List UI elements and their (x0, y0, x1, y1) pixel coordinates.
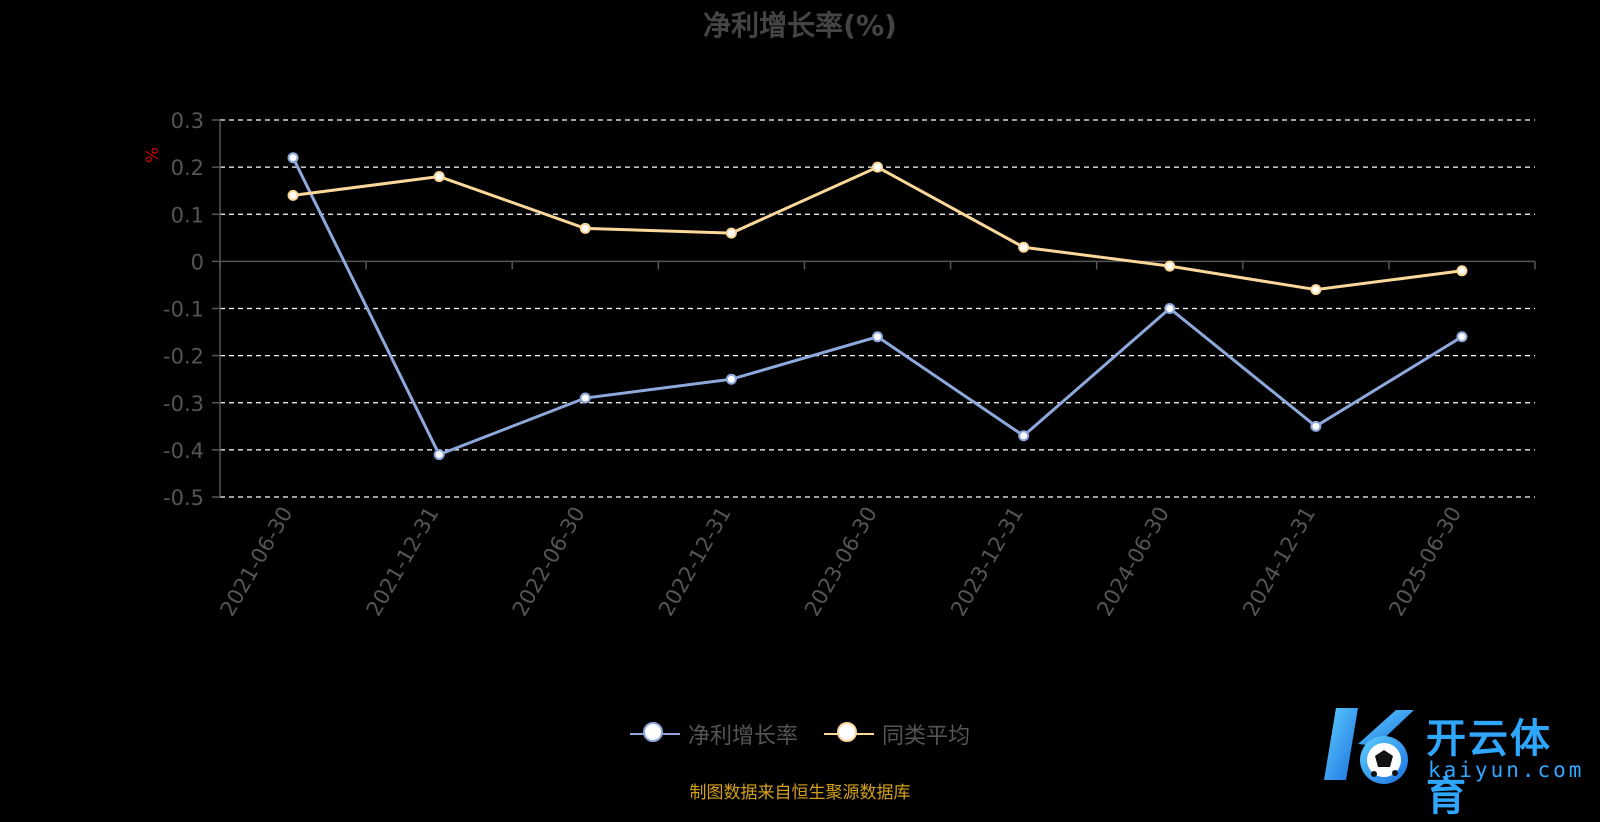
data-point-series-1 (579, 392, 591, 404)
brand-logo-icon (1324, 708, 1414, 784)
y-tick-label: -0.5 (163, 486, 204, 510)
legend-swatch-series-2 (824, 722, 874, 744)
data-point-series-1 (433, 449, 445, 461)
legend-swatch-series-1 (629, 722, 680, 744)
y-tick-label: -0.3 (163, 392, 204, 416)
brand-name-en: kaiyun.com (1428, 758, 1585, 782)
data-point-series-1 (1310, 420, 1322, 432)
data-point-series-2 (287, 189, 299, 201)
x-tick-label: 2022-12-31 (654, 503, 736, 621)
y-tick-label: -0.1 (163, 298, 204, 322)
line-chart: 0.3 0.2 0.1 0 -0.1 -0.2 -0.3 -0.4 -0.5% 2021-06-3… (143, 109, 1536, 621)
legend-label-series-1: 净利增长率 (687, 724, 798, 749)
series-line-1 (291, 157, 1463, 457)
legend-label-series-2: 同类平均 (882, 724, 971, 749)
data-point-series-2 (1164, 260, 1176, 272)
data-point-series-1 (1456, 331, 1468, 343)
legend-item-series-2[interactable]: 同类平均 (824, 718, 970, 750)
data-point-series-1 (725, 373, 737, 385)
y-tick-label: 0.1 (171, 203, 204, 227)
x-tick-label: 2021-12-31 (362, 502, 444, 620)
data-point-series-1 (872, 331, 883, 343)
y-tick-label: 0.2 (171, 156, 204, 180)
x-tick-label: 2025-06-30 (1384, 503, 1466, 621)
y-tick-label: 0.3 (171, 109, 204, 133)
data-point-series-1 (287, 152, 299, 164)
x-tick-label: 2024-12-31 (1238, 503, 1320, 621)
data-point-series-2 (1456, 265, 1468, 277)
data-point-series-1 (1164, 303, 1176, 314)
legend: 净利增长率 同类平均 (0, 718, 1600, 750)
data-point-series-2 (579, 222, 591, 234)
data-point-series-2 (1018, 241, 1030, 253)
y-axis-unit: % (143, 147, 163, 163)
legend-item-series-1[interactable]: 净利增长率 (629, 718, 798, 750)
data-point-series-2 (725, 227, 737, 239)
y-tick-label: 0 (191, 250, 204, 274)
data-point-series-1 (1018, 430, 1030, 442)
chart-title: 净利增长率(%) (703, 9, 897, 42)
x-tick-label: 2021-06-30 (216, 503, 298, 621)
x-tick-label: 2024-06-30 (1092, 503, 1174, 621)
data-point-series-2 (872, 161, 883, 173)
y-tick-label: -0.4 (163, 439, 204, 463)
x-tick-label: 2023-12-31 (946, 503, 1028, 621)
source-note: 制图数据来自恒生聚源数据库 (689, 783, 911, 803)
data-point-series-2 (1310, 284, 1322, 296)
x-tick-label: 2023-06-30 (800, 503, 882, 621)
x-tick-label: 2022-06-30 (508, 503, 590, 621)
brand-logo: 开云体育 kaiyun.com (1318, 700, 1588, 820)
data-point-series-2 (433, 171, 445, 183)
y-tick-label: -0.2 (163, 345, 204, 369)
series-line-2 (292, 165, 1463, 292)
